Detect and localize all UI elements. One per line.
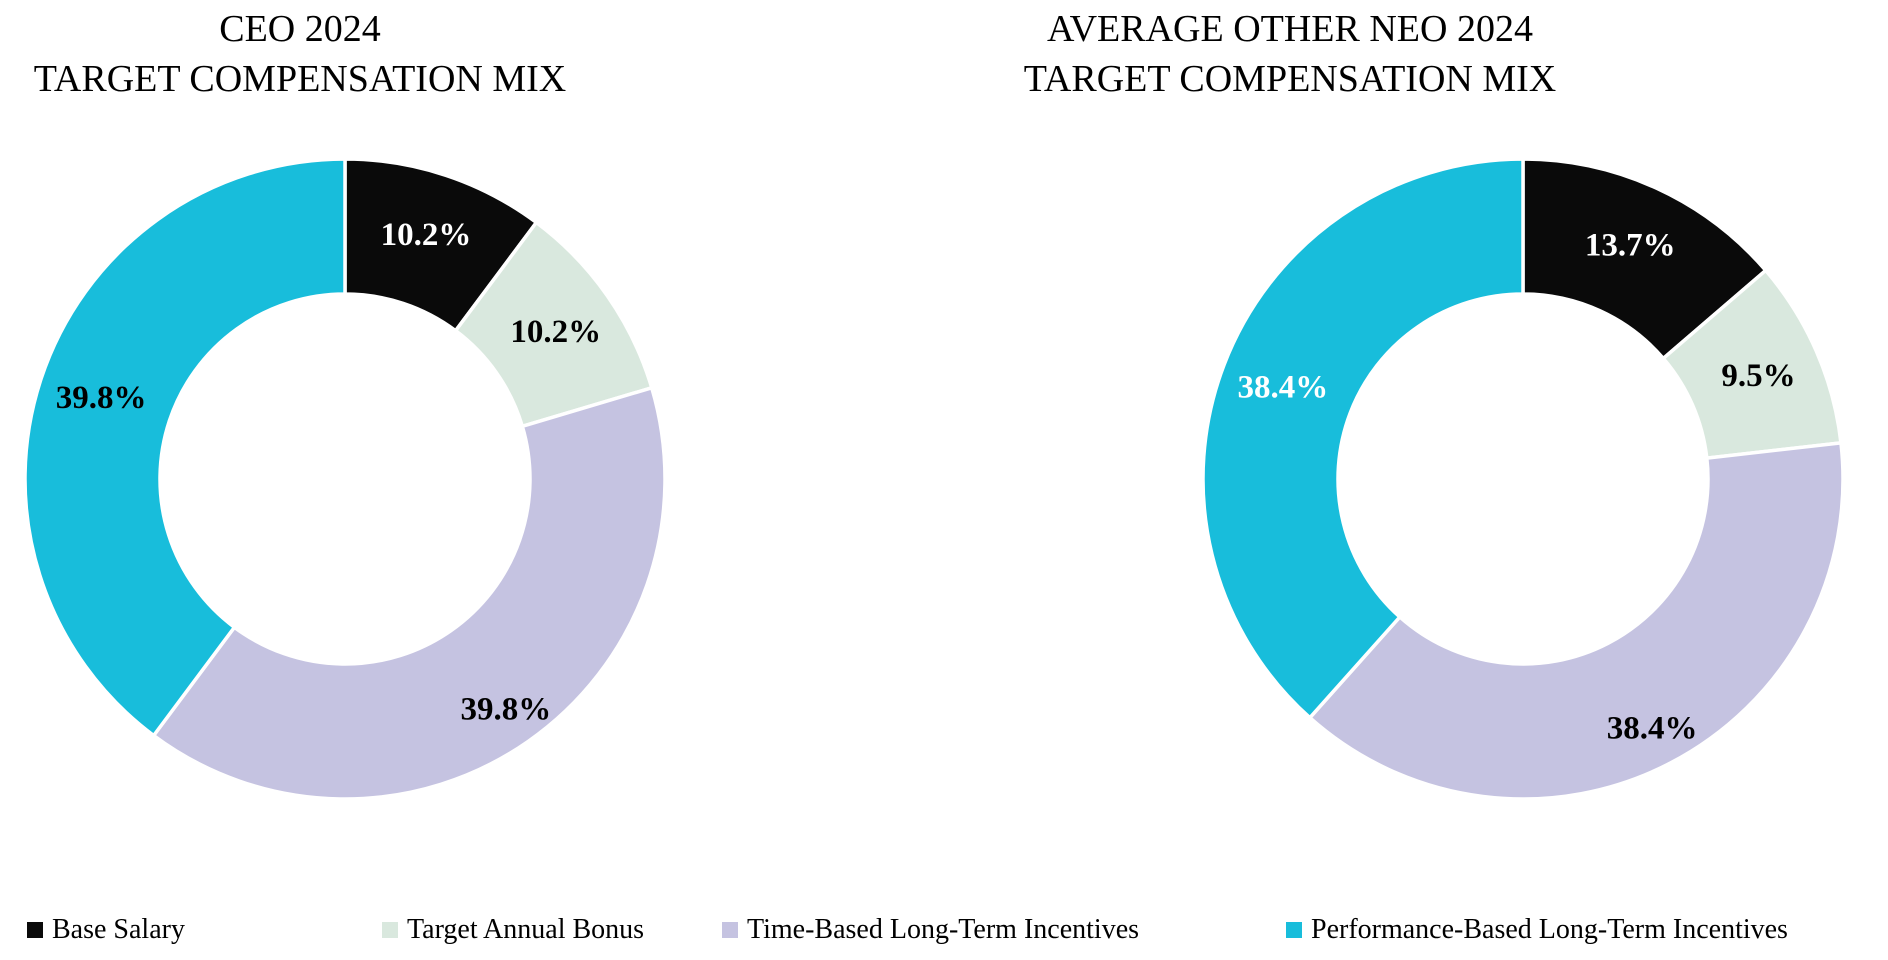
legend-swatch-base-salary (27, 922, 43, 938)
segment-data-label: 10.2% (510, 314, 601, 350)
ceo-chart-title-line1: CEO 2024 (219, 8, 381, 50)
legend-label-time-based-lti: Time-Based Long-Term Incentives (747, 914, 1140, 945)
legend-swatch-time-based-lti (722, 922, 738, 938)
donut-segment-time-based-long-term-incentives (1308, 441, 1845, 801)
segment-data-label: 38.4% (1238, 369, 1329, 405)
legend-label-target-annual-bonus: Target Annual Bonus (407, 914, 645, 945)
legend-swatch-target-annual-bonus (382, 922, 398, 938)
neo-chart-title-line1: AVERAGE OTHER NEO 2024 (1047, 8, 1533, 50)
ceo-donut-chart: 10.2% 10.2% 39.8% 39.8% (23, 157, 667, 801)
legend-label-base-salary: Base Salary (52, 914, 185, 945)
legend-item-target-annual-bonus: Target Annual Bonus (382, 914, 644, 946)
donut-segment-performance-based-long-term-incentives (1201, 157, 1525, 720)
neo-chart-title-line2: TARGET COMPENSATION MIX (1023, 58, 1557, 100)
legend-swatch-performance-based-lti (1286, 922, 1302, 938)
ceo-chart-title-line2: TARGET COMPENSATION MIX (33, 58, 567, 100)
segment-data-label: 39.8% (56, 380, 147, 416)
segment-data-label: 10.2% (381, 217, 472, 253)
legend-label-performance-based-lti: Performance-Based Long-Term Incentives (1311, 914, 1788, 945)
segment-data-label: 38.4% (1607, 711, 1698, 747)
legend-item-performance-based-lti: Performance-Based Long-Term Incentives (1286, 914, 1788, 946)
legend-item-time-based-lti: Time-Based Long-Term Incentives (722, 914, 1139, 946)
chart-legend: Base Salary Target Annual Bonus Time-Bas… (0, 914, 1888, 960)
donut-segment-time-based-long-term-incentives (151, 386, 667, 801)
segment-data-label: 39.8% (460, 691, 551, 727)
segment-data-label: 9.5% (1721, 358, 1795, 394)
neo-donut-chart: 13.7% 9.5% 38.4% 38.4% (1201, 157, 1845, 801)
segment-data-label: 13.7% (1585, 227, 1676, 263)
donut-segment-performance-based-long-term-incentives (23, 157, 347, 738)
ceo-chart-title: CEO 2024 TARGET COMPENSATION MIX (0, 4, 610, 104)
neo-chart-title: AVERAGE OTHER NEO 2024 TARGET COMPENSATI… (980, 4, 1600, 104)
legend-item-base-salary: Base Salary (27, 914, 185, 946)
